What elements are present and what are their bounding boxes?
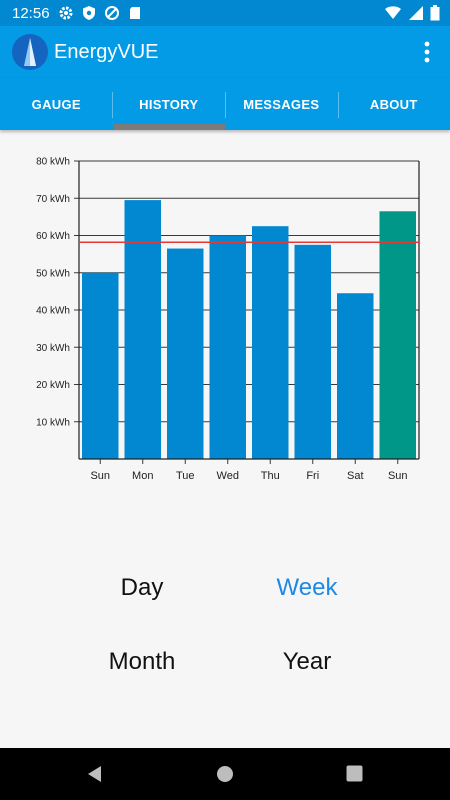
system-nav-bar (0, 748, 450, 800)
y-tick-label: 30 kWh (36, 343, 70, 354)
x-tick-label: Sun (388, 470, 408, 482)
x-tick-label: Fri (306, 470, 319, 482)
back-icon[interactable] (86, 765, 104, 788)
x-tick-label: Sun (90, 470, 110, 482)
tab-history[interactable]: HISTORY (139, 97, 199, 112)
app-bar: EnergyVUE (0, 26, 450, 78)
status-bar: 12:56 (0, 0, 450, 26)
y-tick-label: 60 kWh (36, 231, 70, 242)
bar-chart-svg: 10 kWh 20 kWh 30 kWh 40 kWh 50 kWh 60 kWh 70 k… (36, 157, 420, 482)
x-tick-label: Mon (132, 470, 153, 482)
bar (167, 248, 204, 459)
history-chart: 10 kWh 20 kWh 30 kWh 40 kWh 50 kWh 60 kWh 70 k… (0, 150, 450, 490)
signal-icon (408, 5, 424, 26)
settings-icon (58, 5, 74, 21)
home-icon[interactable] (216, 765, 234, 788)
y-tick-label: 40 kWh (36, 306, 70, 317)
app-logo-icon (12, 34, 48, 70)
y-tick-label: 70 kWh (36, 194, 70, 205)
overflow-menu-icon[interactable] (422, 40, 432, 64)
bar (379, 211, 416, 459)
x-tick-label: Tue (176, 470, 195, 482)
recents-icon[interactable] (346, 765, 363, 787)
range-month-button[interactable]: Month (108, 648, 176, 675)
tab-divider (225, 92, 226, 118)
x-tick-label: Sat (347, 470, 364, 482)
tab-divider (112, 92, 113, 118)
range-day-button[interactable]: Day (120, 574, 164, 601)
app-title: EnergyVUE (54, 41, 159, 63)
x-tick-label: Thu (261, 470, 280, 482)
x-tick-label: Wed (217, 470, 239, 482)
wifi-icon (384, 5, 402, 26)
bar (252, 226, 289, 459)
tab-messages[interactable]: MESSAGES (243, 97, 320, 112)
y-tick-label: 80 kWh (36, 157, 70, 168)
battery-icon (430, 5, 440, 26)
y-tick-label: 20 kWh (36, 380, 70, 391)
range-year-button[interactable]: Year (282, 648, 332, 675)
tab-about[interactable]: ABOUT (369, 97, 418, 112)
tab-gauge[interactable]: GAUGE (31, 97, 81, 112)
sd-card-icon (127, 5, 143, 21)
tab-divider (338, 92, 339, 118)
tab-bar: GAUGE HISTORY MESSAGES ABOUT (0, 78, 450, 130)
bar (124, 200, 161, 460)
status-time: 12:56 (12, 5, 50, 22)
y-tick-label: 10 kWh (36, 417, 70, 428)
bar (294, 244, 331, 459)
bar (209, 235, 246, 459)
do-not-disturb-icon (104, 5, 120, 21)
shield-icon (81, 5, 97, 21)
range-week-button[interactable]: Week (276, 574, 338, 601)
bar (82, 272, 119, 459)
y-tick-label: 50 kWh (36, 268, 70, 279)
bar (337, 293, 374, 459)
tab-selected-indicator (114, 124, 225, 130)
